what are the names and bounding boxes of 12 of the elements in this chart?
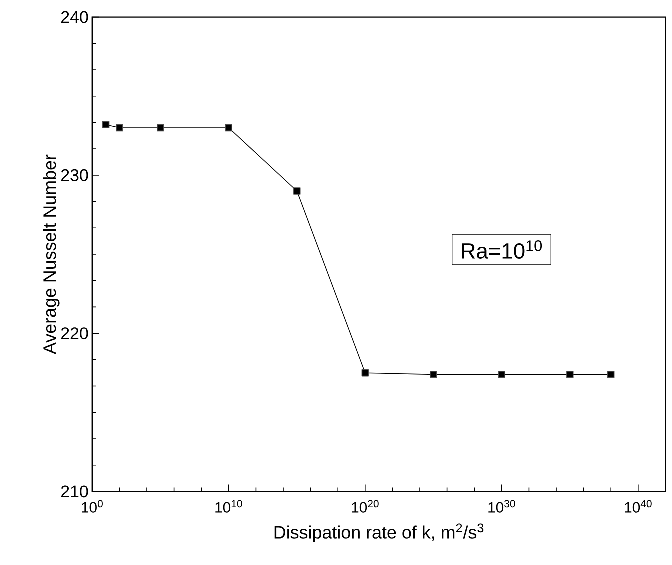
y-tick-label: 220	[61, 328, 88, 340]
x-tick-label: 10$^{20}$	[352, 500, 379, 513]
x-axis-title: Dissipation rate of k, m$^{2}$/s$^{3}$	[274, 524, 484, 542]
y-tick-label: 210	[61, 486, 88, 498]
y-tick-label: 240	[61, 11, 88, 24]
x-tick-label: 10$^{40}$	[625, 500, 652, 513]
y-tick-label: 230	[61, 169, 88, 182]
x-tick-label: 10$^{30}$	[488, 500, 516, 513]
x-tick-label: 10$^{0}$	[82, 500, 103, 513]
annotation: Ra=10$^{10}$	[462, 240, 542, 259]
x-tick-label: 10$^{10}$	[216, 500, 242, 513]
y-axis-title: Average Nusselt Number	[43, 154, 60, 354]
